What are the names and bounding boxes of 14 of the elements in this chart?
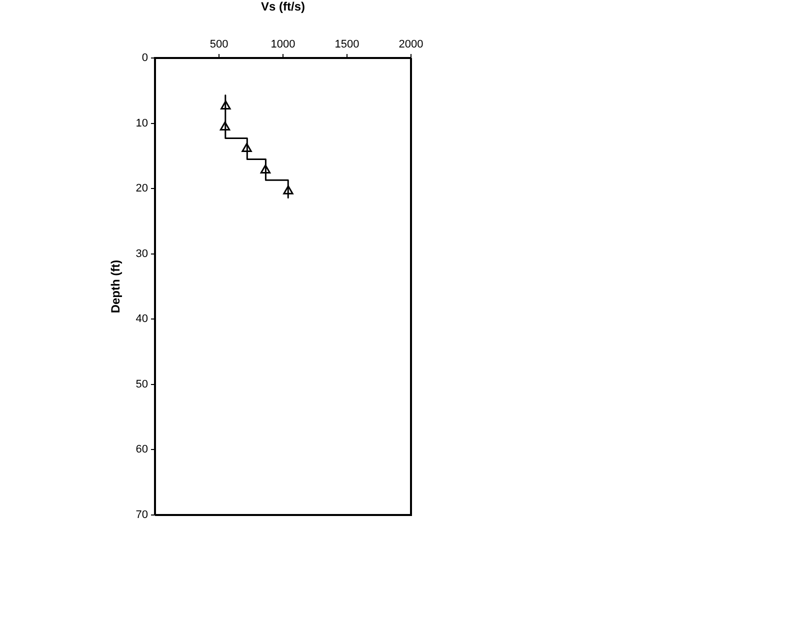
y-tick-label: 30 bbox=[136, 248, 148, 260]
y-tick-label: 0 bbox=[142, 52, 148, 64]
x-tick-label: 2000 bbox=[398, 38, 424, 50]
x-axis-title: Vs (ft/s) bbox=[260, 0, 306, 14]
y-tick-label: 10 bbox=[136, 117, 148, 130]
y-tick-label: 60 bbox=[136, 444, 148, 456]
y-tick-label: 20 bbox=[136, 182, 148, 195]
y-tick-label: 70 bbox=[136, 509, 148, 522]
x-tick-label: 1000 bbox=[270, 38, 296, 50]
x-tick-label: 500 bbox=[210, 38, 228, 50]
y-tick-label: 50 bbox=[136, 378, 148, 390]
y-axis-title: Depth (ft) bbox=[108, 260, 123, 314]
x-tick-label: 1500 bbox=[334, 38, 360, 50]
y-tick-label: 40 bbox=[136, 313, 148, 326]
